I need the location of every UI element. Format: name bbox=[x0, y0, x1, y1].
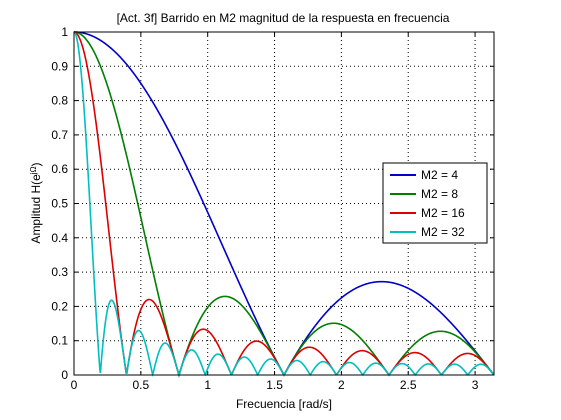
legend-label-m2-4: M2 = 4 bbox=[421, 168, 458, 182]
legend-label-m2-16: M2 = 16 bbox=[421, 206, 465, 220]
x-tick-label: 1.5 bbox=[266, 378, 283, 392]
y-tick-label: 1 bbox=[61, 25, 68, 39]
y-tick-label: 0.6 bbox=[51, 162, 68, 176]
y-tick-label: 0 bbox=[61, 368, 68, 382]
x-tick-label: 0 bbox=[71, 378, 78, 392]
x-tick-label: 1 bbox=[204, 378, 211, 392]
y-tick-labels: 0 0.1 0.2 0.3 0.4 0.5 0.6 0.7 0.8 0.9 1 bbox=[51, 25, 68, 382]
y-axis-label-main: Amplitud H(e bbox=[29, 174, 43, 244]
chart-title: [Act. 3f] Barrido en M2 magnitud de la r… bbox=[117, 11, 450, 25]
y-tick-label: 0.2 bbox=[51, 299, 68, 313]
legend: M2 = 4 M2 = 8 M2 = 16 M2 = 32 bbox=[382, 162, 488, 244]
x-tick-labels: 0 0.5 1 1.5 2 2.5 3 bbox=[71, 378, 479, 392]
x-tick-label: 3 bbox=[472, 378, 479, 392]
x-tick-label: 2 bbox=[338, 378, 345, 392]
y-tick-label: 0.4 bbox=[51, 231, 68, 245]
legend-box bbox=[382, 162, 488, 244]
y-tick-label: 0.9 bbox=[51, 59, 68, 73]
y-axis-label-superscript: jΩ bbox=[29, 166, 38, 175]
y-tick-label: 0.3 bbox=[51, 265, 68, 279]
legend-label-m2-32: M2 = 32 bbox=[421, 225, 465, 239]
x-tick-label: 0.5 bbox=[133, 378, 150, 392]
legend-label-m2-8: M2 = 8 bbox=[421, 187, 458, 201]
y-tick-label: 0.1 bbox=[51, 334, 68, 348]
y-axis-label-end: ) bbox=[29, 162, 43, 166]
y-tick-label: 0.8 bbox=[51, 94, 68, 108]
y-tick-label: 0.5 bbox=[51, 197, 68, 211]
y-tick-label: 0.7 bbox=[51, 128, 68, 142]
y-axis-label: Amplitud H(ejΩ) bbox=[29, 162, 43, 243]
x-tick-label: 2.5 bbox=[400, 378, 417, 392]
x-axis-label: Frecuencia [rad/s] bbox=[236, 397, 332, 411]
axis-ticks bbox=[73, 31, 494, 376]
